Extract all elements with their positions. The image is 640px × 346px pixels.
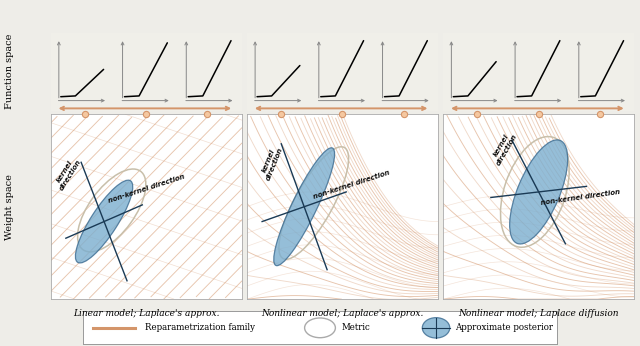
Text: Nonlinear model; Laplace diffusion: Nonlinear model; Laplace diffusion xyxy=(458,309,619,318)
Ellipse shape xyxy=(76,180,132,263)
Text: kernel
direction: kernel direction xyxy=(53,155,83,192)
Ellipse shape xyxy=(274,148,335,266)
Ellipse shape xyxy=(509,140,568,244)
Text: non-kernel direction: non-kernel direction xyxy=(313,169,391,200)
Text: non-kernel direction: non-kernel direction xyxy=(107,173,185,203)
Text: Metric: Metric xyxy=(341,323,370,333)
Text: Linear model; Laplace's approx.: Linear model; Laplace's approx. xyxy=(73,309,220,318)
Text: kernel
direction: kernel direction xyxy=(259,144,284,181)
Ellipse shape xyxy=(422,318,450,338)
Text: kernel
direction: kernel direction xyxy=(490,129,518,166)
Text: Function space: Function space xyxy=(5,34,14,109)
Text: non-kernel direction: non-kernel direction xyxy=(541,189,621,206)
Text: Approximate posterior: Approximate posterior xyxy=(455,323,553,333)
Text: Nonlinear model; Laplace's approx.: Nonlinear model; Laplace's approx. xyxy=(261,309,424,318)
Text: Reparametrization family: Reparametrization family xyxy=(145,323,255,333)
Text: Weight space: Weight space xyxy=(5,174,14,240)
